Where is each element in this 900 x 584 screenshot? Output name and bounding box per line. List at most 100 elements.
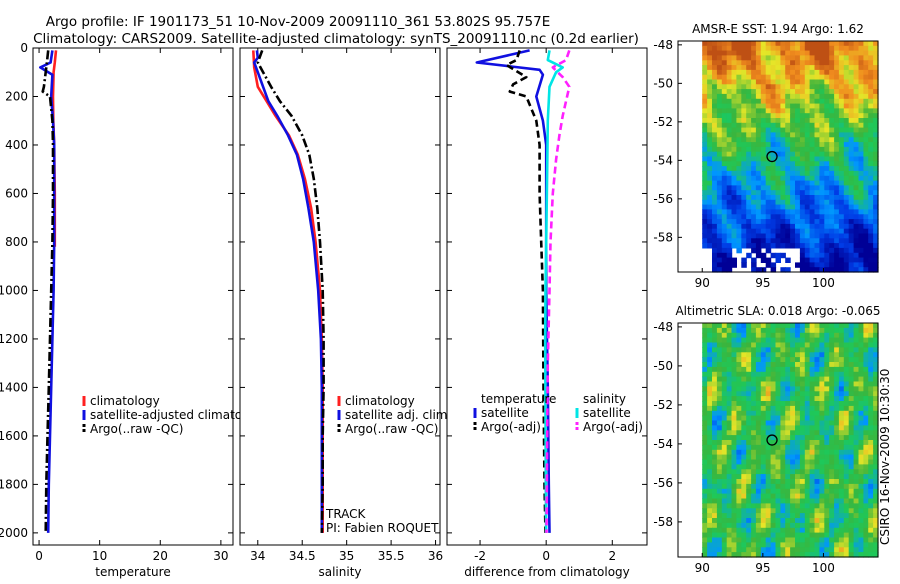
map-cell [829,199,835,206]
map-cell [707,518,713,524]
map-cell [843,391,850,397]
map-cell [702,65,708,71]
map-cell [731,219,737,225]
map-cell [799,527,806,534]
map-cell [707,175,713,182]
map-cell [863,243,869,249]
map-cell [721,435,728,441]
map-cell [751,185,757,191]
map-cell [824,228,830,235]
map-cell [746,93,752,100]
map-cell [858,435,864,441]
map-cell [785,204,791,210]
map-cell [790,223,796,230]
map-cell [741,454,747,461]
map-cell [731,518,737,524]
map-cell [741,522,747,529]
map-cell [843,185,850,191]
map-cell [731,454,737,461]
map-cell [712,151,718,158]
map-cell [873,474,879,480]
map-cell [819,166,825,172]
map-cell [804,527,811,534]
map-cell [736,337,742,344]
map-cell [814,518,820,524]
map-cell [795,199,801,206]
map-cell [775,352,781,358]
map-x-tick-label: 90 [695,276,710,290]
map-cell [751,508,757,514]
map-cell [765,257,772,263]
map-cell [873,50,879,56]
map-cell [775,527,781,534]
map-cell [770,65,777,71]
y-tick-label: 1200 [0,332,28,346]
map-cell [775,204,781,210]
map-cell [873,156,879,162]
map-cell [819,132,825,138]
map-cell [795,508,801,514]
map-cell [834,440,840,446]
map-cell [746,228,752,235]
map-cell [780,50,786,56]
map-cell [736,503,742,509]
map-cell [707,464,713,470]
map-cell [707,41,713,47]
map-cell [804,420,811,426]
map-cell [873,391,879,397]
map-cell [799,180,806,186]
map-cell [799,371,806,378]
map-cell [731,60,737,66]
map-cell [843,464,850,470]
map-cell [819,93,825,100]
map-cell [760,371,767,378]
map-cell [765,190,772,196]
map-cell [702,488,708,495]
map-cell [853,127,860,133]
map-cell [741,347,747,353]
map-cell [785,93,791,100]
map-cell [834,381,840,387]
map-cell [751,142,757,148]
map-cell [848,180,855,186]
map-cell [843,137,850,143]
map-cell [790,79,796,85]
map-cell [770,238,777,244]
map-cell [780,522,786,529]
map-cell [868,151,874,158]
map-cell [863,41,869,47]
map-cell [780,93,786,100]
map-cell [848,118,855,124]
map-cell [751,401,757,407]
map-cell [819,337,825,344]
map-cell [712,60,718,66]
map-cell [726,537,733,543]
map-cell [721,386,728,392]
map-cell [819,435,825,441]
map-cell [804,537,811,543]
legend-label: satellite adj. clim. [345,408,451,422]
map-cell [829,405,835,412]
map-cell [775,444,781,451]
map-cell [712,391,718,397]
map-cell [804,262,811,268]
map-cell [751,137,757,143]
map-cell [838,376,845,383]
map-cell [873,60,879,66]
map-cell [804,252,811,259]
map-cell [809,223,816,230]
map-cell [829,156,835,162]
map-cell [834,84,840,90]
map-cell [707,228,713,235]
map-cell [716,469,723,475]
map-cell [829,552,835,558]
map-cell [824,199,830,206]
map-cell [770,381,777,387]
map-cell [760,60,767,66]
map-cell [736,386,742,392]
map-cell [775,430,781,436]
map-cell [824,166,830,172]
map-cell [790,401,796,407]
map-cell [746,444,752,451]
map-cell [843,542,850,548]
